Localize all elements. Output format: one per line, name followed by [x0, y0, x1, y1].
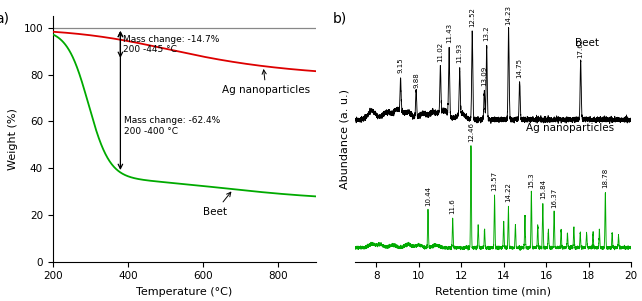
Text: Ag nanoparticles: Ag nanoparticles — [222, 70, 310, 95]
Text: a): a) — [0, 11, 9, 26]
Y-axis label: Weight (%): Weight (%) — [8, 108, 18, 170]
Text: 11.02: 11.02 — [437, 42, 444, 61]
Text: 12.46: 12.46 — [468, 122, 474, 141]
Text: 13.2: 13.2 — [483, 25, 490, 41]
Text: 15.3: 15.3 — [528, 172, 534, 188]
Text: 11.43: 11.43 — [446, 23, 452, 43]
Y-axis label: Abundance (a. u.): Abundance (a. u.) — [340, 89, 349, 189]
X-axis label: Temperature (°C): Temperature (°C) — [136, 287, 232, 297]
Text: Beet: Beet — [575, 38, 600, 48]
Text: 13.57: 13.57 — [492, 170, 498, 191]
Text: 15.84: 15.84 — [540, 179, 546, 199]
Text: Mass change: -14.7%
200 -445 °C: Mass change: -14.7% 200 -445 °C — [123, 35, 219, 54]
Text: 12.52: 12.52 — [469, 7, 475, 27]
Text: 14.23: 14.23 — [506, 5, 512, 25]
Text: b): b) — [333, 11, 347, 26]
Text: Mass change: -62.4%
200 -400 °C: Mass change: -62.4% 200 -400 °C — [124, 116, 220, 136]
Text: Beet: Beet — [203, 192, 230, 217]
Text: 18.78: 18.78 — [602, 168, 609, 188]
Text: Ag nanoparticles: Ag nanoparticles — [526, 123, 614, 133]
Text: 14.22: 14.22 — [505, 182, 512, 202]
Text: 13.09: 13.09 — [482, 66, 487, 86]
Text: 9.88: 9.88 — [413, 72, 419, 88]
Text: 11.6: 11.6 — [449, 199, 456, 215]
X-axis label: Retention time (min): Retention time (min) — [435, 287, 551, 297]
Text: 9.15: 9.15 — [397, 58, 404, 73]
Text: 17.62: 17.62 — [578, 38, 584, 58]
Text: 16.37: 16.37 — [551, 187, 557, 208]
Text: 14.75: 14.75 — [517, 58, 523, 78]
Text: 11.93: 11.93 — [456, 43, 463, 63]
Text: 10.44: 10.44 — [425, 186, 431, 206]
